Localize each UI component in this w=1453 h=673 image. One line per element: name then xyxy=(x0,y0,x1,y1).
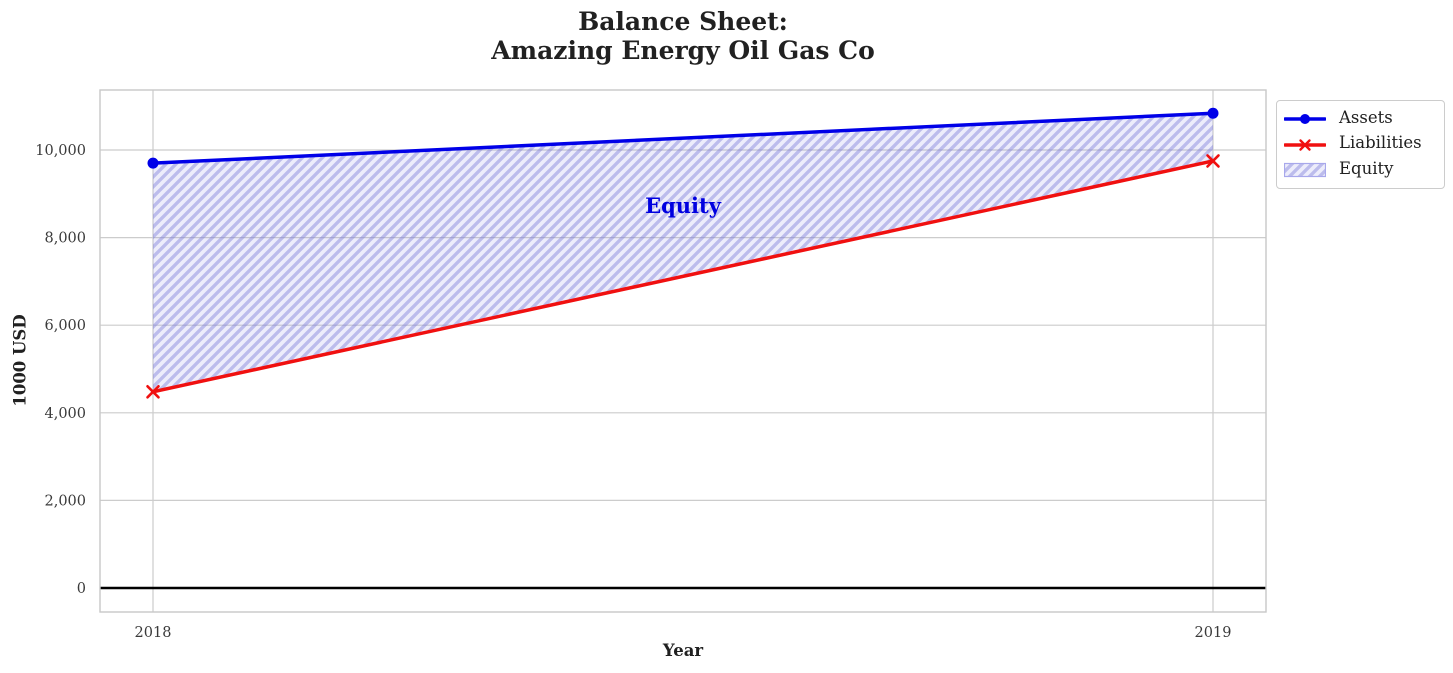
y-tick-label: 10,000 xyxy=(35,143,86,159)
legend-item-equity: Equity xyxy=(1284,157,1444,183)
y-tick-label: 4,000 xyxy=(44,406,86,422)
legend: Assets Liabilities Equity xyxy=(1276,100,1445,190)
legend-label-assets: Assets xyxy=(1339,107,1393,127)
assets-line xyxy=(151,111,1215,165)
equity-fill-area xyxy=(153,113,1213,392)
y-axis-label: 1000 USD xyxy=(10,314,30,407)
legend-label-liabilities: Liabilities xyxy=(1339,133,1422,153)
x-axis-label: Year xyxy=(662,641,704,660)
assets-marker xyxy=(147,157,159,169)
liabilities-marker xyxy=(146,384,160,399)
legend-item-assets: Assets xyxy=(1284,106,1444,132)
assets-marker xyxy=(1207,107,1219,119)
y-tick-label: 2,000 xyxy=(44,493,86,509)
chart-title: Balance Sheet: Amazing Energy Oil Gas Co xyxy=(491,7,875,65)
assets-line-icon xyxy=(1284,113,1326,124)
legend-item-liabilities: Liabilities xyxy=(1284,132,1444,158)
equity-area-annotation: Equity xyxy=(645,193,721,218)
liabilities-marker xyxy=(1206,154,1220,168)
liabilities-line-icon xyxy=(1284,138,1326,151)
equity-hatch-swatch-icon xyxy=(1284,163,1326,178)
y-tick-label: 8,000 xyxy=(44,231,86,247)
plot-border xyxy=(99,89,1267,613)
y-tick-label: 6,000 xyxy=(44,318,86,334)
legend-label-equity: Equity xyxy=(1339,158,1394,178)
y-tick-label: 0 xyxy=(77,581,86,597)
liabilities-line xyxy=(151,159,1215,394)
x-tick-label: 2018 xyxy=(135,625,172,641)
x-tick-label: 2019 xyxy=(1195,625,1232,641)
